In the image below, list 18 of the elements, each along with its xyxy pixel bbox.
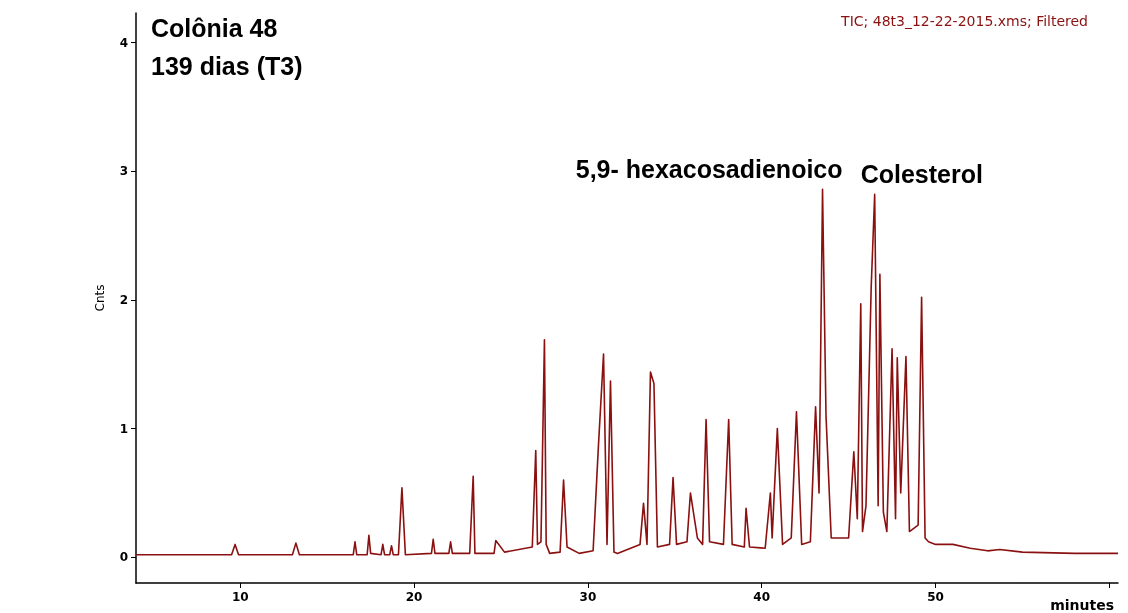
annotation: 139 dias (T3) bbox=[151, 51, 303, 80]
annotation: TIC; 48t3_12-22-2015.xms; Filtered bbox=[840, 13, 1089, 29]
y-tick-label: 4 bbox=[119, 35, 128, 50]
annotation: Colônia 48 bbox=[151, 13, 278, 42]
x-tick-label: 40 bbox=[753, 590, 771, 604]
x-tick-label: 20 bbox=[405, 590, 423, 604]
x-tick-label: 30 bbox=[579, 590, 597, 604]
x-tick-label: 50 bbox=[927, 590, 944, 604]
y-tick-label: 2 bbox=[119, 292, 128, 307]
y-tick-label: 1 bbox=[119, 421, 128, 436]
annotation: 5,9- hexacosadienoico bbox=[575, 154, 843, 183]
x-tick-label: 10 bbox=[231, 590, 249, 604]
y-tick-label: 3 bbox=[119, 164, 128, 179]
annotation: Colesterol bbox=[860, 159, 983, 188]
y-axis-title: Cnts bbox=[93, 284, 107, 312]
y-tick-label: 0 bbox=[119, 550, 128, 565]
x-axis-title: minutes bbox=[1050, 597, 1114, 613]
line-series bbox=[135, 188, 1119, 556]
